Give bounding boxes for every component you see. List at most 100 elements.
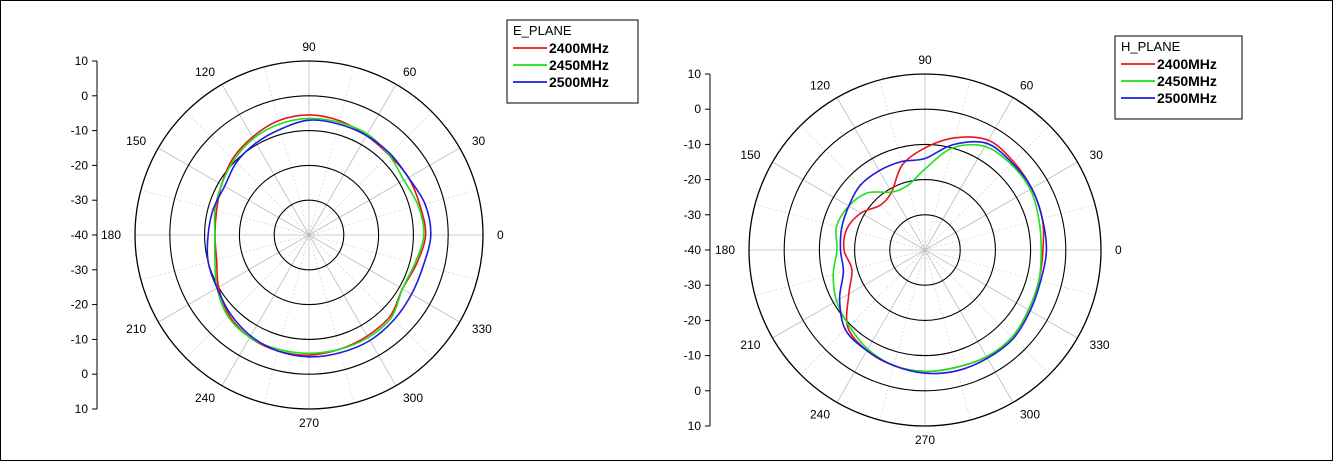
minor-spoke (754, 249, 926, 296)
grid-circle (889, 214, 961, 286)
angle-label: 150 (126, 134, 146, 148)
angle-label: 270 (299, 416, 319, 430)
legend-entry: 2500MHz (549, 74, 609, 90)
minor-spoke (140, 189, 310, 236)
radial-axis-label: -20 (71, 298, 89, 312)
minor-spoke (308, 234, 478, 281)
grid-circle (169, 95, 449, 375)
spoke-line (924, 97, 1014, 251)
grid-circle (818, 143, 1032, 357)
angle-label: 120 (810, 78, 830, 92)
spoke-line (836, 249, 926, 403)
radial-axis-label: -20 (684, 313, 702, 327)
radial-axis-label: -30 (684, 208, 702, 222)
spoke-line (308, 234, 397, 386)
angle-label: 60 (1020, 78, 1034, 92)
minor-spoke (924, 249, 1050, 375)
spoke-line (158, 234, 310, 323)
minor-spoke (924, 79, 971, 251)
angle-label: 90 (918, 53, 932, 67)
angle-label: 30 (1090, 148, 1104, 162)
spoke-line (924, 161, 1078, 251)
spoke-line (308, 84, 397, 236)
radial-axis-label: 0 (81, 89, 88, 103)
angle-label: 120 (195, 65, 215, 79)
series-line-2500MHz (206, 119, 432, 358)
minor-spoke (185, 234, 310, 359)
polar-chart-1: 0 30 60 90 120 150 180 210 240 270 300 330 10 0 -10 -20… (71, 19, 639, 430)
angle-label: 270 (915, 433, 935, 447)
angle-label: 0 (497, 228, 504, 242)
minor-spoke (308, 189, 478, 236)
minor-spoke (879, 249, 926, 421)
angle-label: 300 (1020, 408, 1040, 422)
grid-circle (273, 199, 345, 271)
series-line-2450MHz (213, 117, 425, 355)
legend-title: E_PLANE (513, 23, 572, 38)
radial-axis-label: 0 (694, 384, 701, 398)
angle-label: 180 (101, 228, 121, 242)
spoke-line (308, 147, 460, 236)
angle-label: 30 (472, 134, 486, 148)
angle-label: 180 (715, 243, 735, 257)
angle-label: 210 (740, 338, 760, 352)
minor-spoke (879, 79, 926, 251)
angle-label: 330 (472, 322, 492, 336)
minor-spoke (263, 66, 310, 236)
minor-spoke (140, 234, 310, 281)
angle-label: 0 (1115, 243, 1122, 257)
minor-spoke (924, 249, 1096, 296)
radial-axis-label: 0 (694, 102, 701, 116)
minor-spoke (308, 111, 433, 236)
spoke-line (924, 249, 1078, 339)
minor-spoke (308, 234, 355, 404)
radial-axis-label: 10 (688, 67, 702, 81)
legend-entry: 2450MHz (1157, 73, 1217, 89)
legend-title: H_PLANE (1121, 39, 1181, 54)
series-line-2450MHz (832, 143, 1043, 373)
grid-circle (783, 108, 1067, 392)
angle-label: 150 (740, 148, 760, 162)
spoke-line (308, 234, 460, 323)
minor-spoke (924, 204, 1096, 251)
minor-spoke (308, 234, 433, 359)
legend-box (1114, 35, 1243, 120)
radial-axis-label: -30 (684, 278, 702, 292)
minor-spoke (800, 125, 926, 251)
series-line-2500MHz (838, 140, 1048, 375)
radial-axis-label: -10 (684, 349, 702, 363)
legend-entry: 2450MHz (549, 57, 609, 73)
minor-spoke (185, 111, 310, 236)
angle-label: 210 (126, 322, 146, 336)
radial-axis-label: 0 (81, 367, 88, 381)
grid-circle (134, 60, 484, 410)
minor-spoke (924, 125, 1050, 251)
minor-spoke (754, 204, 926, 251)
spoke-line (158, 147, 310, 236)
radial-axis-label: -30 (71, 193, 89, 207)
minor-spoke (924, 249, 971, 421)
radial-axis-label: 10 (75, 402, 89, 416)
spoke-line (924, 249, 1014, 403)
angle-label: 330 (1090, 338, 1110, 352)
spoke-line (836, 97, 926, 251)
angle-label: 240 (195, 391, 215, 405)
legend-entry: 2400MHz (549, 40, 609, 56)
radial-axis-label: -10 (71, 332, 89, 346)
radial-axis-label: -10 (684, 137, 702, 151)
grid-circle (204, 130, 414, 340)
minor-spoke (308, 66, 355, 236)
radial-axis-label: -20 (71, 158, 89, 172)
minor-spoke (263, 234, 310, 404)
radial-axis-label: 10 (688, 419, 702, 433)
spoke-line (221, 234, 310, 386)
radial-axis-label: -30 (71, 263, 89, 277)
grid-circle (238, 164, 380, 306)
angle-label: 90 (302, 40, 316, 54)
spoke-line (221, 84, 310, 236)
legend-box (506, 19, 639, 104)
